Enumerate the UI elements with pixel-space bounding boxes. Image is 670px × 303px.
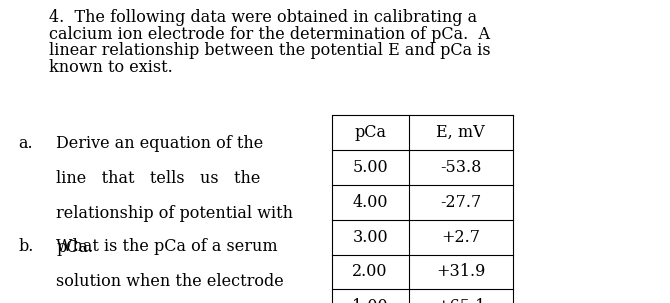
- Text: 5.00: 5.00: [352, 159, 388, 176]
- Text: 3.00: 3.00: [352, 228, 388, 246]
- Text: 2.00: 2.00: [352, 263, 388, 281]
- Text: E, mV: E, mV: [436, 124, 485, 141]
- Text: -53.8: -53.8: [440, 159, 481, 176]
- Text: solution when the electrode: solution when the electrode: [56, 273, 284, 290]
- Text: a.: a.: [18, 135, 33, 152]
- Text: Derive an equation of the: Derive an equation of the: [56, 135, 263, 152]
- Text: +31.9: +31.9: [436, 263, 485, 281]
- Text: pCa.: pCa.: [56, 239, 93, 256]
- Text: calcium ion electrode for the determination of pCa.  A: calcium ion electrode for the determinat…: [49, 26, 490, 43]
- Text: 1.00: 1.00: [352, 298, 388, 303]
- Text: +65.1: +65.1: [436, 298, 485, 303]
- Text: b.: b.: [18, 238, 34, 255]
- Text: linear relationship between the potential E and pCa is: linear relationship between the potentia…: [49, 42, 490, 59]
- Text: relationship of potential with: relationship of potential with: [56, 205, 293, 221]
- Text: 4.  The following data were obtained in calibrating a: 4. The following data were obtained in c…: [49, 9, 477, 26]
- Text: known to exist.: known to exist.: [49, 59, 173, 76]
- Text: -27.7: -27.7: [440, 194, 481, 211]
- Text: 4.00: 4.00: [352, 194, 388, 211]
- Text: line   that   tells   us   the: line that tells us the: [56, 170, 261, 187]
- Text: What is the pCa of a serum: What is the pCa of a serum: [56, 238, 278, 255]
- Text: pCa: pCa: [354, 124, 386, 141]
- Text: +2.7: +2.7: [441, 228, 480, 246]
